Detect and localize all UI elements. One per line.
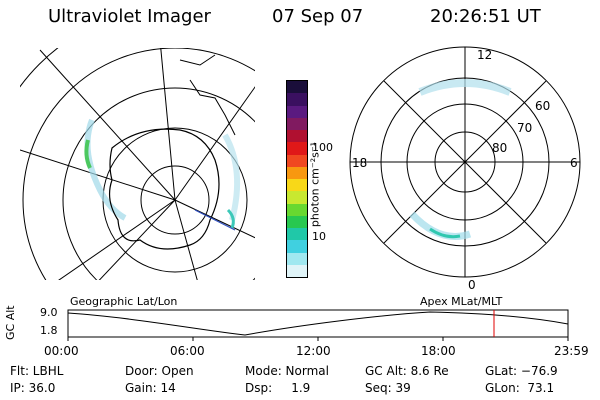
colorbar-segment — [287, 117, 307, 130]
colorbar-segment — [287, 142, 307, 155]
seq-readout: Seq: 39 — [365, 381, 411, 395]
timeline-xtick: 06:00 — [170, 344, 205, 358]
colorbar-tick-100: 100 — [312, 141, 333, 154]
colorbar-segment — [287, 93, 307, 106]
timeline-ytick-bottom: 1.8 — [40, 324, 58, 337]
timeline-ytick-top: 9.0 — [40, 306, 58, 319]
altitude-curve — [67, 311, 569, 336]
lat-circle — [62, 87, 255, 280]
aurora-oval-day — [418, 79, 512, 96]
colorbar-segment — [287, 264, 307, 277]
right-panel-caption: Apex MLat/MLT — [420, 295, 503, 308]
gc-alt-readout: GC Alt: 8.6 Re — [365, 364, 449, 378]
lat-circle — [140, 165, 210, 235]
colorbar-segment — [287, 130, 307, 143]
glon-readout: GLon: 73.1 — [485, 381, 555, 395]
instrument-title: Ultraviolet Imager — [48, 6, 211, 27]
mode-readout: Mode: Normal — [245, 364, 329, 378]
ip-readout: IP: 36.0 — [10, 381, 56, 395]
colorbar-segment — [287, 166, 307, 179]
mlat-label-60: 60 — [535, 99, 550, 113]
colorbar-tick-10: 10 — [312, 230, 326, 243]
colorbar — [286, 80, 308, 278]
colorbar-segment — [287, 179, 307, 192]
colorbar-segment — [287, 215, 307, 228]
door-readout: Door: Open — [125, 364, 194, 378]
colorbar-segment — [287, 191, 307, 204]
lat-circle — [20, 48, 59, 88]
colorbar-segment — [287, 203, 307, 216]
colorbar-segment — [287, 240, 307, 253]
mlt-label-12: 12 — [477, 48, 492, 62]
dsp-readout: Dsp: 1.9 — [245, 381, 311, 395]
antarctica-coastline — [108, 128, 220, 250]
timeline-xtick: 23:59 — [554, 344, 589, 358]
filter-readout: Flt: LBHL — [10, 364, 64, 378]
gain-readout: Gain: 14 — [125, 381, 176, 395]
mlat-mlt-dial: 12 18 6 0 60 70 80 — [349, 46, 581, 292]
left-panel-caption: Geographic Lat/Lon — [70, 295, 178, 308]
date-label: 07 Sep 07 — [272, 6, 364, 27]
time-label: 20:26:51 UT — [430, 6, 541, 27]
lat-circle — [22, 48, 255, 280]
mlt-label-6: 6 — [570, 156, 578, 170]
timeline-xtick: 12:00 — [296, 344, 331, 358]
glat-readout: GLat: −76.9 — [485, 364, 558, 378]
geographic-map — [20, 48, 255, 280]
mlat-label-70: 70 — [517, 121, 532, 135]
aurora-bright — [84, 139, 92, 169]
aurora-arc — [84, 118, 127, 221]
colorbar-segment — [287, 81, 307, 94]
mlt-label-18: 18 — [352, 156, 367, 170]
altitude-timeline — [67, 309, 569, 341]
timeline-xtick: 18:00 — [421, 344, 456, 358]
timeline-xtick: 00:00 — [44, 344, 79, 358]
colorbar-segment — [287, 105, 307, 118]
colorbar-segment — [287, 154, 307, 167]
timeline-ylabel: GC Alt — [4, 305, 17, 340]
mlat-label-80: 80 — [492, 141, 507, 155]
colorbar-segment — [287, 228, 307, 241]
colorbar-unit-label: photon cm⁻²s⁻¹ — [308, 141, 322, 228]
colorbar-segment — [287, 252, 307, 265]
mlt-label-0: 0 — [468, 278, 476, 292]
